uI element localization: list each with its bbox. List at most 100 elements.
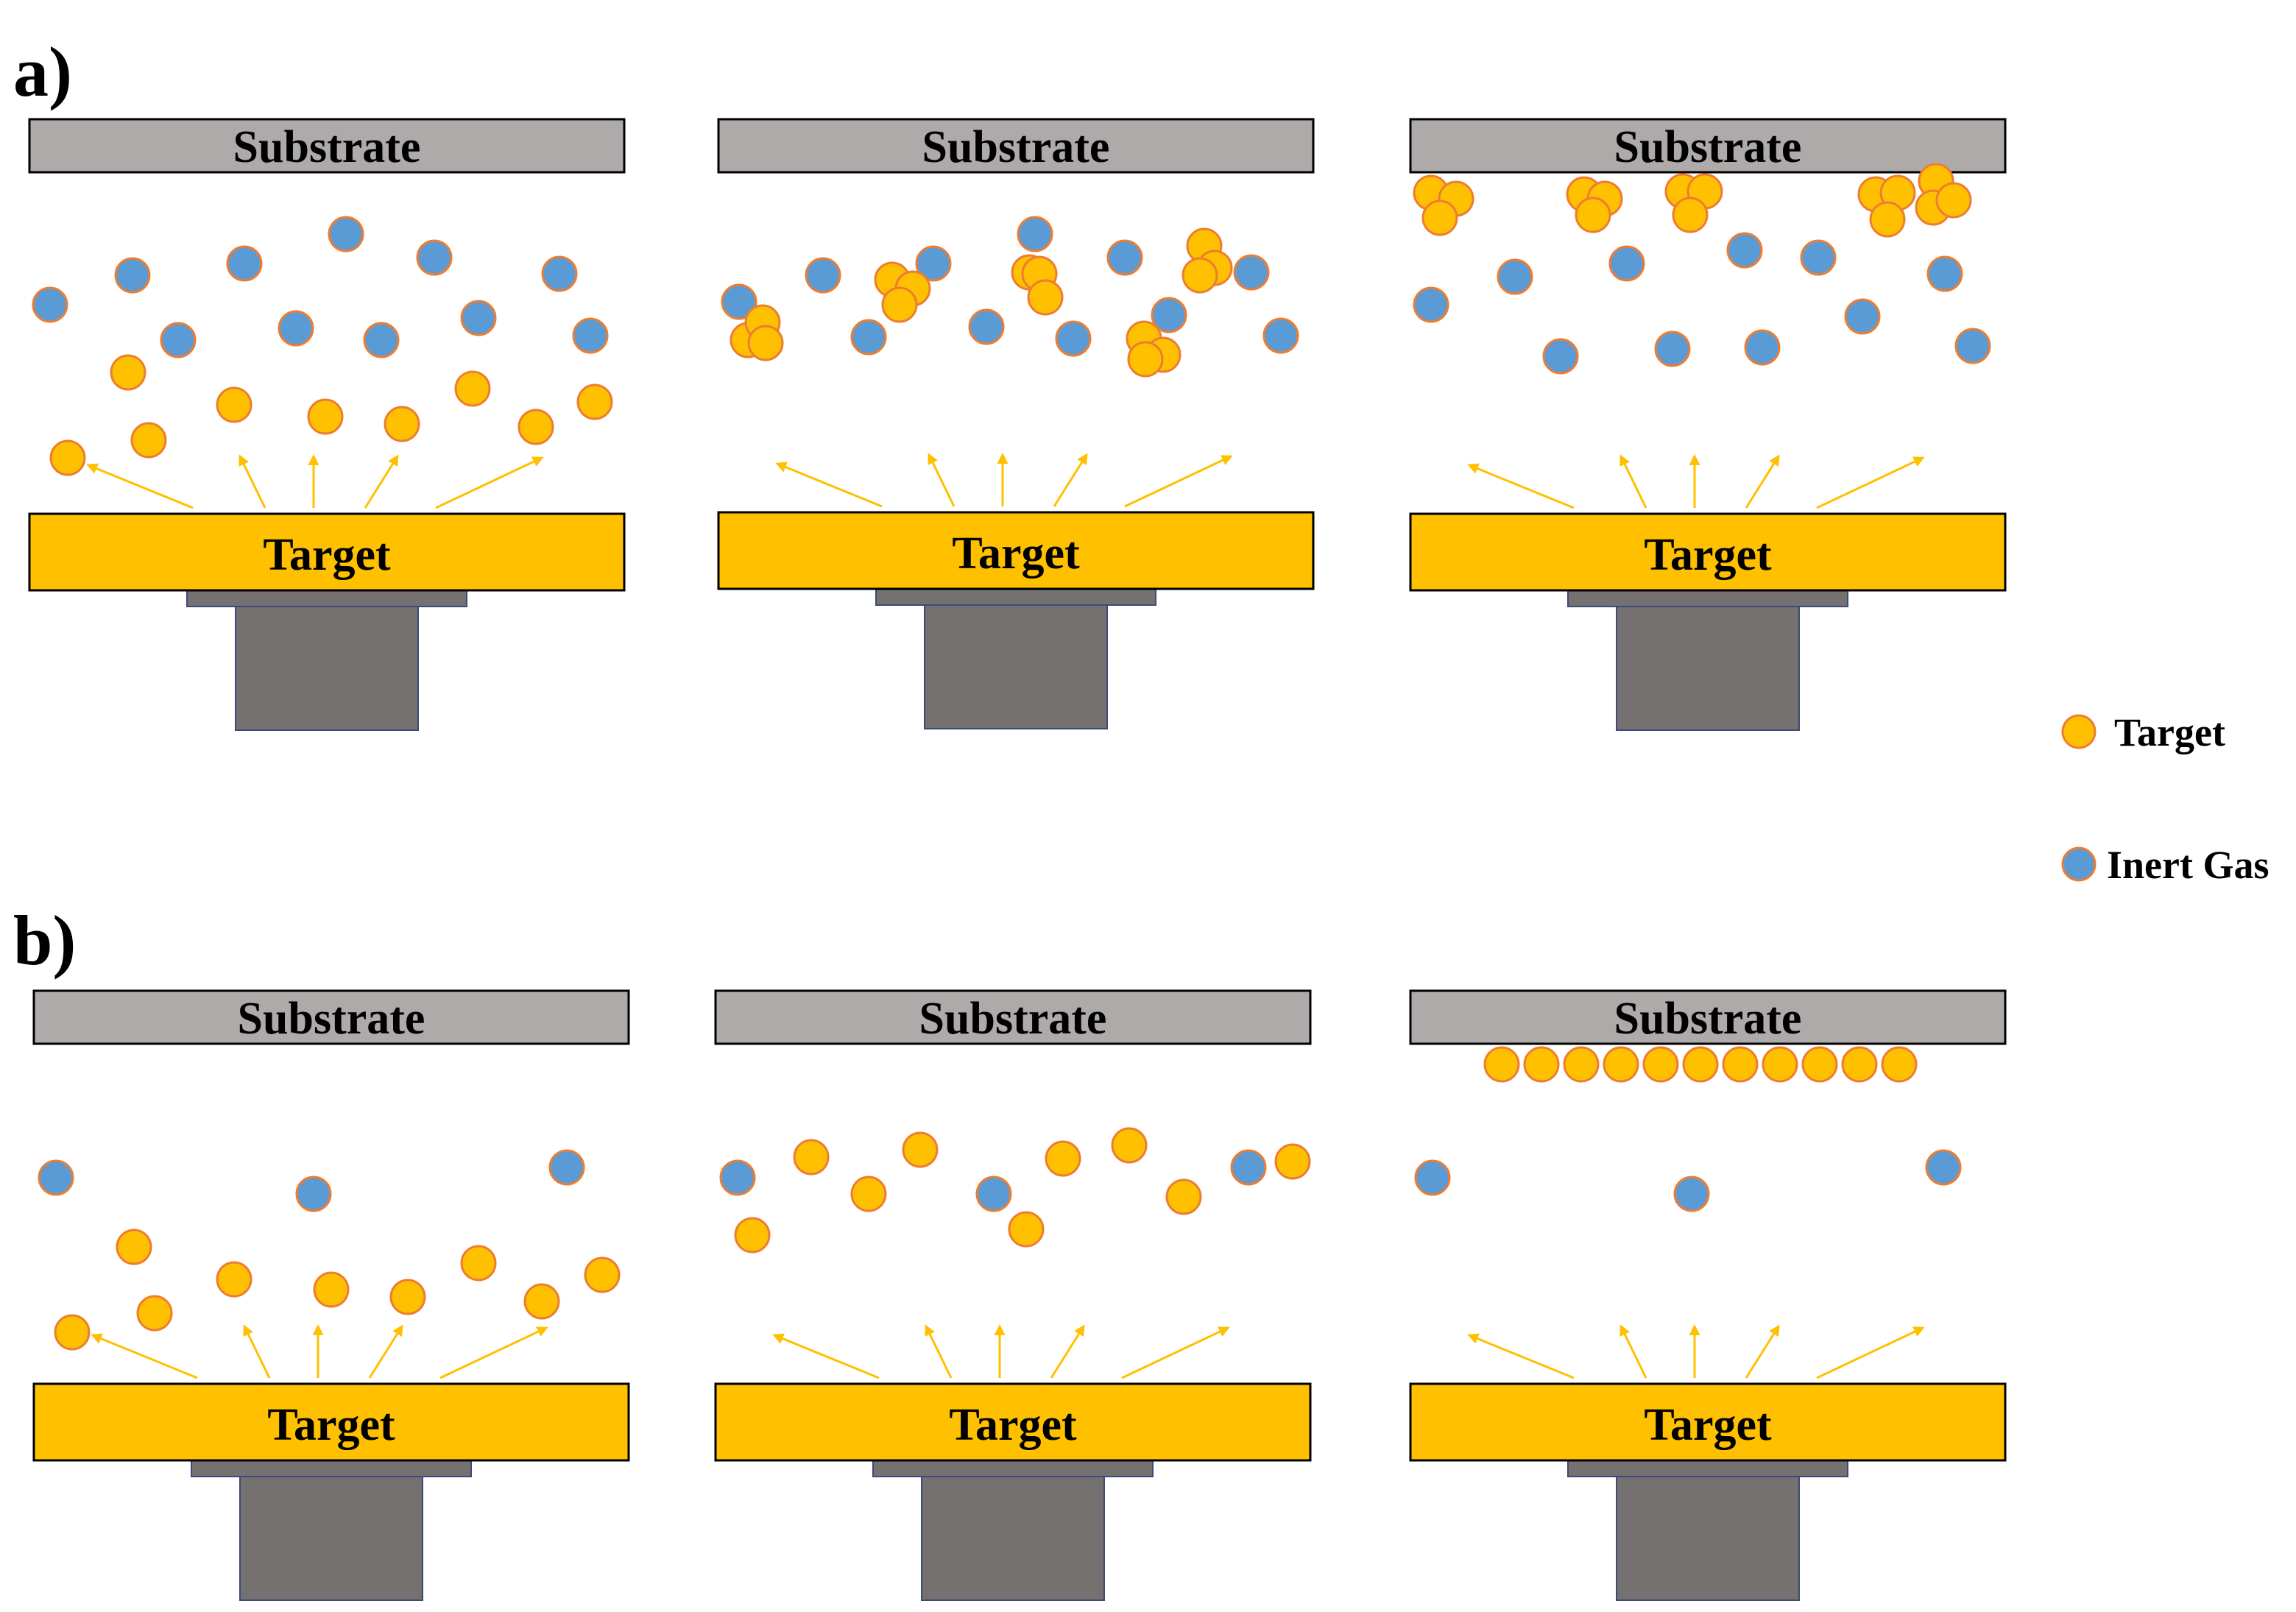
inert-gas-atom — [114, 257, 151, 294]
target-atom — [216, 386, 252, 423]
substrate-label: Substrate — [1614, 994, 1802, 1044]
target-box — [1409, 512, 2007, 592]
inert-gas-atom — [975, 1176, 1012, 1212]
target-atom — [136, 1295, 173, 1332]
target-atom — [1483, 1046, 1520, 1083]
ejection-arrow — [435, 456, 544, 509]
target-box — [28, 512, 626, 592]
inert-gas-atom — [160, 322, 197, 358]
target-atom — [1722, 1046, 1759, 1083]
target-atom — [1181, 257, 1218, 294]
target-atom — [576, 383, 613, 420]
ejection-arrow — [1121, 1326, 1230, 1379]
ejection-arrow — [1619, 1324, 1647, 1379]
holder-plate — [1567, 1460, 1848, 1477]
panel-b2: Substrate Target — [714, 989, 1312, 1601]
target-atom — [216, 1261, 252, 1298]
inert-gas-atom — [1106, 239, 1143, 276]
target-atom — [1762, 1046, 1798, 1083]
ejection-arrow — [91, 1333, 198, 1379]
inert-gas-atom — [1654, 330, 1691, 367]
target-atom — [1603, 1046, 1639, 1083]
target-atom — [1045, 1140, 1081, 1177]
target-atom — [1523, 1046, 1560, 1083]
target-label: Target — [1644, 530, 1772, 580]
legend-target-icon — [2061, 714, 2097, 749]
inert-gas-atom — [1233, 254, 1270, 291]
inert-gas-atom — [721, 283, 757, 320]
target-label: Target — [263, 530, 391, 580]
ejection-arrow — [1745, 1324, 1780, 1379]
target-box — [714, 1382, 1312, 1462]
ejection-arrow — [1745, 454, 1780, 509]
inert-gas-atom — [805, 257, 841, 294]
ejection-arrow — [439, 1326, 548, 1379]
target-atom — [747, 325, 784, 361]
target-label: Target — [1644, 1400, 1772, 1450]
target-atom — [1027, 279, 1064, 316]
target-atom — [793, 1139, 830, 1176]
ejection-arrow — [368, 1324, 403, 1379]
inert-gas-atom — [719, 1159, 756, 1196]
target-atom — [1274, 1143, 1311, 1180]
target-atom — [1801, 1046, 1838, 1083]
panel-a1: Substrate Target — [28, 118, 626, 731]
inert-gas-atom — [1230, 1149, 1267, 1186]
holder-plate — [872, 1460, 1154, 1477]
inert-gas-atom — [1673, 1176, 1710, 1212]
target-atom — [54, 1314, 91, 1351]
target-atom — [384, 406, 420, 442]
substrate-box — [714, 989, 1312, 1045]
ejection-arrow — [86, 463, 194, 509]
inert-gas-atom — [1017, 216, 1053, 252]
inert-gas-atom — [1414, 1159, 1451, 1196]
target-atom — [130, 422, 167, 459]
legend: Target Inert Gas — [2061, 710, 2269, 887]
inert-gas-atom — [38, 1159, 74, 1196]
target-atom — [110, 354, 146, 391]
target-box — [32, 1382, 630, 1462]
inert-gas-atom — [460, 300, 497, 336]
target-atom — [307, 398, 344, 435]
ejection-arrow — [1816, 1326, 1925, 1379]
inert-gas-atom — [572, 317, 609, 354]
substrate-label: Substrate — [922, 122, 1110, 172]
ejection-arrow — [1124, 455, 1233, 508]
target-box — [1409, 1382, 2007, 1462]
row-b-label: b) — [13, 901, 76, 980]
legend-inert-gas-label: Inert Gas — [2107, 843, 2269, 887]
target-atom — [1421, 199, 1458, 236]
inert-gas-atom — [915, 245, 952, 282]
inert-gas-atom — [1055, 320, 1092, 357]
inert-gas-atom — [1800, 239, 1837, 276]
ejection-arrow — [1467, 463, 1575, 509]
target-atom — [49, 439, 86, 476]
target-atom — [1682, 1046, 1719, 1083]
holder-block — [921, 1476, 1105, 1601]
inert-gas-atom — [1744, 329, 1781, 366]
inert-gas-atom — [1151, 297, 1187, 333]
target-atom — [313, 1271, 350, 1308]
inert-gas-atom — [968, 308, 1005, 345]
target-atom — [523, 1283, 560, 1320]
target-atom — [850, 1176, 887, 1212]
target-atom — [518, 409, 554, 445]
target-atom — [584, 1256, 621, 1293]
holder-block — [235, 606, 419, 731]
target-atom — [881, 286, 918, 323]
substrate-box — [1409, 118, 2007, 174]
inert-gas-atom — [328, 216, 364, 252]
inert-gas-atom — [548, 1149, 585, 1186]
ejection-arrow — [1619, 454, 1647, 509]
substrate-box — [28, 118, 626, 174]
inert-gas-atom — [1926, 255, 1963, 292]
inert-gas-atom — [416, 239, 453, 276]
inert-gas-atom — [1954, 328, 1991, 364]
target-atom — [1575, 197, 1611, 233]
inert-gas-atom — [1726, 232, 1763, 269]
substrate-box — [717, 118, 1315, 174]
legend-target-label: Target — [2114, 710, 2225, 754]
inert-gas-atom — [1844, 298, 1881, 335]
holder-block — [239, 1476, 423, 1601]
